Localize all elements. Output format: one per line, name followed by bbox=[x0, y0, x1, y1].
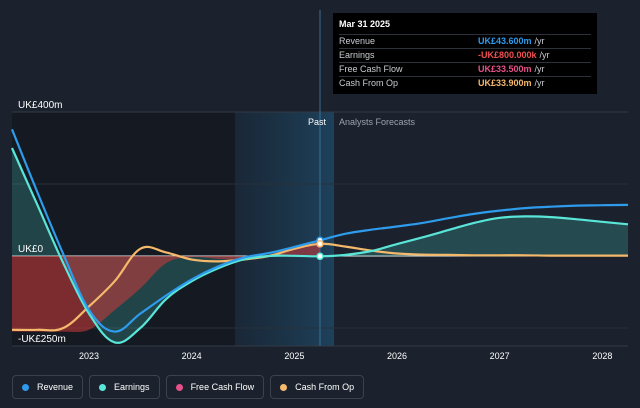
forecast-label: Analysts Forecasts bbox=[339, 117, 416, 127]
tooltip-row-cash-from-op: Cash From Op UK£33.900m /yr bbox=[339, 76, 591, 90]
tooltip-value: UK£43.600m bbox=[478, 36, 532, 46]
x-tick-label: 2023 bbox=[79, 351, 99, 361]
tooltip-label: Earnings bbox=[339, 50, 375, 60]
tooltip-unit: /yr bbox=[534, 64, 545, 74]
legend-label: Cash From Op bbox=[295, 382, 355, 392]
legend-label: Revenue bbox=[37, 382, 74, 392]
earnings-area bbox=[12, 148, 628, 343]
x-axis-labels: 2023 2024 2025 2026 2027 2028 bbox=[79, 351, 612, 361]
x-tick-label: 2025 bbox=[284, 351, 304, 361]
tooltip-unit: /yr bbox=[539, 50, 550, 60]
legend-dot-icon bbox=[280, 383, 288, 391]
tooltip-date: Mar 31 2025 bbox=[339, 19, 391, 29]
legend-dot-icon bbox=[99, 383, 107, 391]
tooltip-value: UK£33.500m bbox=[478, 64, 532, 74]
legend-item-free-cash-flow[interactable]: Free Cash Flow bbox=[165, 375, 265, 399]
hover-markers bbox=[316, 236, 324, 261]
tooltip-row-earnings: Earnings -UK£800.000k /yr bbox=[339, 48, 591, 62]
tooltip-unit: /yr bbox=[534, 36, 545, 46]
x-tick-label: 2027 bbox=[490, 351, 510, 361]
tooltip-row-free-cash-flow: Free Cash Flow UK£33.500m /yr bbox=[339, 62, 591, 76]
cash-from-op-marker bbox=[316, 240, 324, 248]
tooltip-value: -UK£800.000k bbox=[478, 50, 537, 60]
legend: Revenue Earnings Free Cash Flow Cash Fro… bbox=[12, 375, 365, 399]
tooltip-label: Revenue bbox=[339, 36, 376, 46]
highlight-band bbox=[235, 112, 334, 346]
tooltip-unit: /yr bbox=[534, 78, 545, 88]
tooltip-label: Cash From Op bbox=[339, 78, 399, 88]
y-axis-labels: UK£400m UK£0 -UK£250m bbox=[18, 100, 66, 345]
x-tick-label: 2028 bbox=[592, 351, 612, 361]
legend-item-revenue[interactable]: Revenue bbox=[12, 375, 84, 399]
y-tick-label: -UK£250m bbox=[18, 334, 66, 345]
past-label: Past bbox=[308, 117, 327, 127]
legend-label: Free Cash Flow bbox=[190, 382, 255, 392]
y-tick-label: UK£0 bbox=[18, 244, 43, 255]
legend-item-cash-from-op[interactable]: Cash From Op bbox=[270, 375, 365, 399]
x-tick-label: 2024 bbox=[182, 351, 202, 361]
earnings-marker bbox=[316, 252, 324, 261]
legend-dot-icon bbox=[175, 383, 183, 391]
legend-dot-icon bbox=[22, 383, 29, 391]
tooltip-row-revenue: Revenue UK£43.600m /yr bbox=[339, 34, 591, 48]
legend-label: Earnings bbox=[114, 382, 150, 392]
tooltip-label: Free Cash Flow bbox=[339, 64, 403, 74]
y-tick-label: UK£400m bbox=[18, 100, 62, 111]
legend-item-earnings[interactable]: Earnings bbox=[89, 375, 160, 399]
x-tick-label: 2026 bbox=[387, 351, 407, 361]
tooltip-value: UK£33.900m bbox=[478, 78, 532, 88]
tooltip: Mar 31 2025 Revenue UK£43.600m /yr Earni… bbox=[333, 13, 597, 94]
